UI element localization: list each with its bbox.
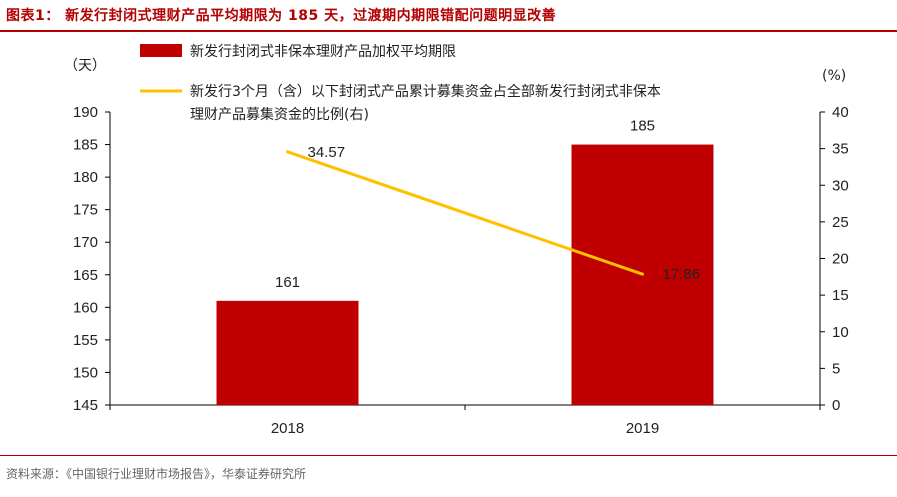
legend-label-line-2: 理财产品募集资金的比例(右) (190, 106, 369, 123)
line-data-label: 17.86 (663, 266, 701, 283)
right-tick-label: 30 (832, 177, 849, 194)
line-point (286, 150, 289, 154)
title-bar: 图表1： 新发行封闭式理财产品平均期限为 185 天，过渡期内期限错配问题明显改… (0, 0, 897, 30)
chart-title: 图表1： 新发行封闭式理财产品平均期限为 185 天，过渡期内期限错配问题明显改… (6, 8, 557, 24)
line-point (641, 272, 644, 276)
right-axis-unit: (%) (822, 68, 846, 84)
source-note: 资料来源：《中国银行业理财市场报告》，华泰证券研究所 (6, 467, 307, 481)
line-series (287, 150, 643, 276)
left-tick-label: 170 (73, 234, 98, 251)
line-data-label: 34.57 (308, 144, 346, 161)
right-tick-label: 0 (832, 397, 840, 414)
x-tick-label: 2018 (271, 420, 304, 437)
left-tick-label: 180 (73, 169, 98, 186)
bar-2018 (216, 300, 359, 405)
legend-label-line-1: 新发行3个月（含）以下封闭式产品累计募集资金占全部新发行封闭式非保本 (190, 83, 661, 100)
legend-swatch-bar (140, 44, 182, 57)
bar-data-label: 161 (275, 274, 300, 291)
right-tick-label: 35 (832, 141, 849, 158)
x-tick-label: 2019 (626, 420, 659, 437)
right-tick-label: 15 (832, 287, 849, 304)
left-tick-label: 155 (73, 332, 98, 349)
left-tick-label: 190 (73, 104, 98, 121)
left-tick-label: 175 (73, 202, 98, 219)
bar-data-label: 185 (630, 118, 655, 135)
right-tick-label: 40 (832, 104, 849, 121)
combo-chart: 145 150 155 160 165 170 175 180 185 190 0 5 10 15 20 25… (64, 44, 849, 437)
left-tick-label: 165 (73, 267, 98, 284)
right-tick-label: 10 (832, 324, 849, 341)
bottom-rule (0, 455, 897, 456)
right-tick-label: 20 (832, 251, 849, 268)
left-tick-label: 160 (73, 299, 98, 316)
left-tick-label: 145 (73, 397, 98, 414)
left-axis-unit: （天） (64, 58, 106, 74)
left-tick-label: 150 (73, 364, 98, 381)
right-tick-label: 5 (832, 360, 840, 377)
right-tick-label: 25 (832, 214, 849, 231)
legend-label-bar: 新发行封闭式非保本理财产品加权平均期限 (190, 44, 456, 60)
left-tick-label: 185 (73, 137, 98, 154)
title-rule (0, 30, 897, 32)
